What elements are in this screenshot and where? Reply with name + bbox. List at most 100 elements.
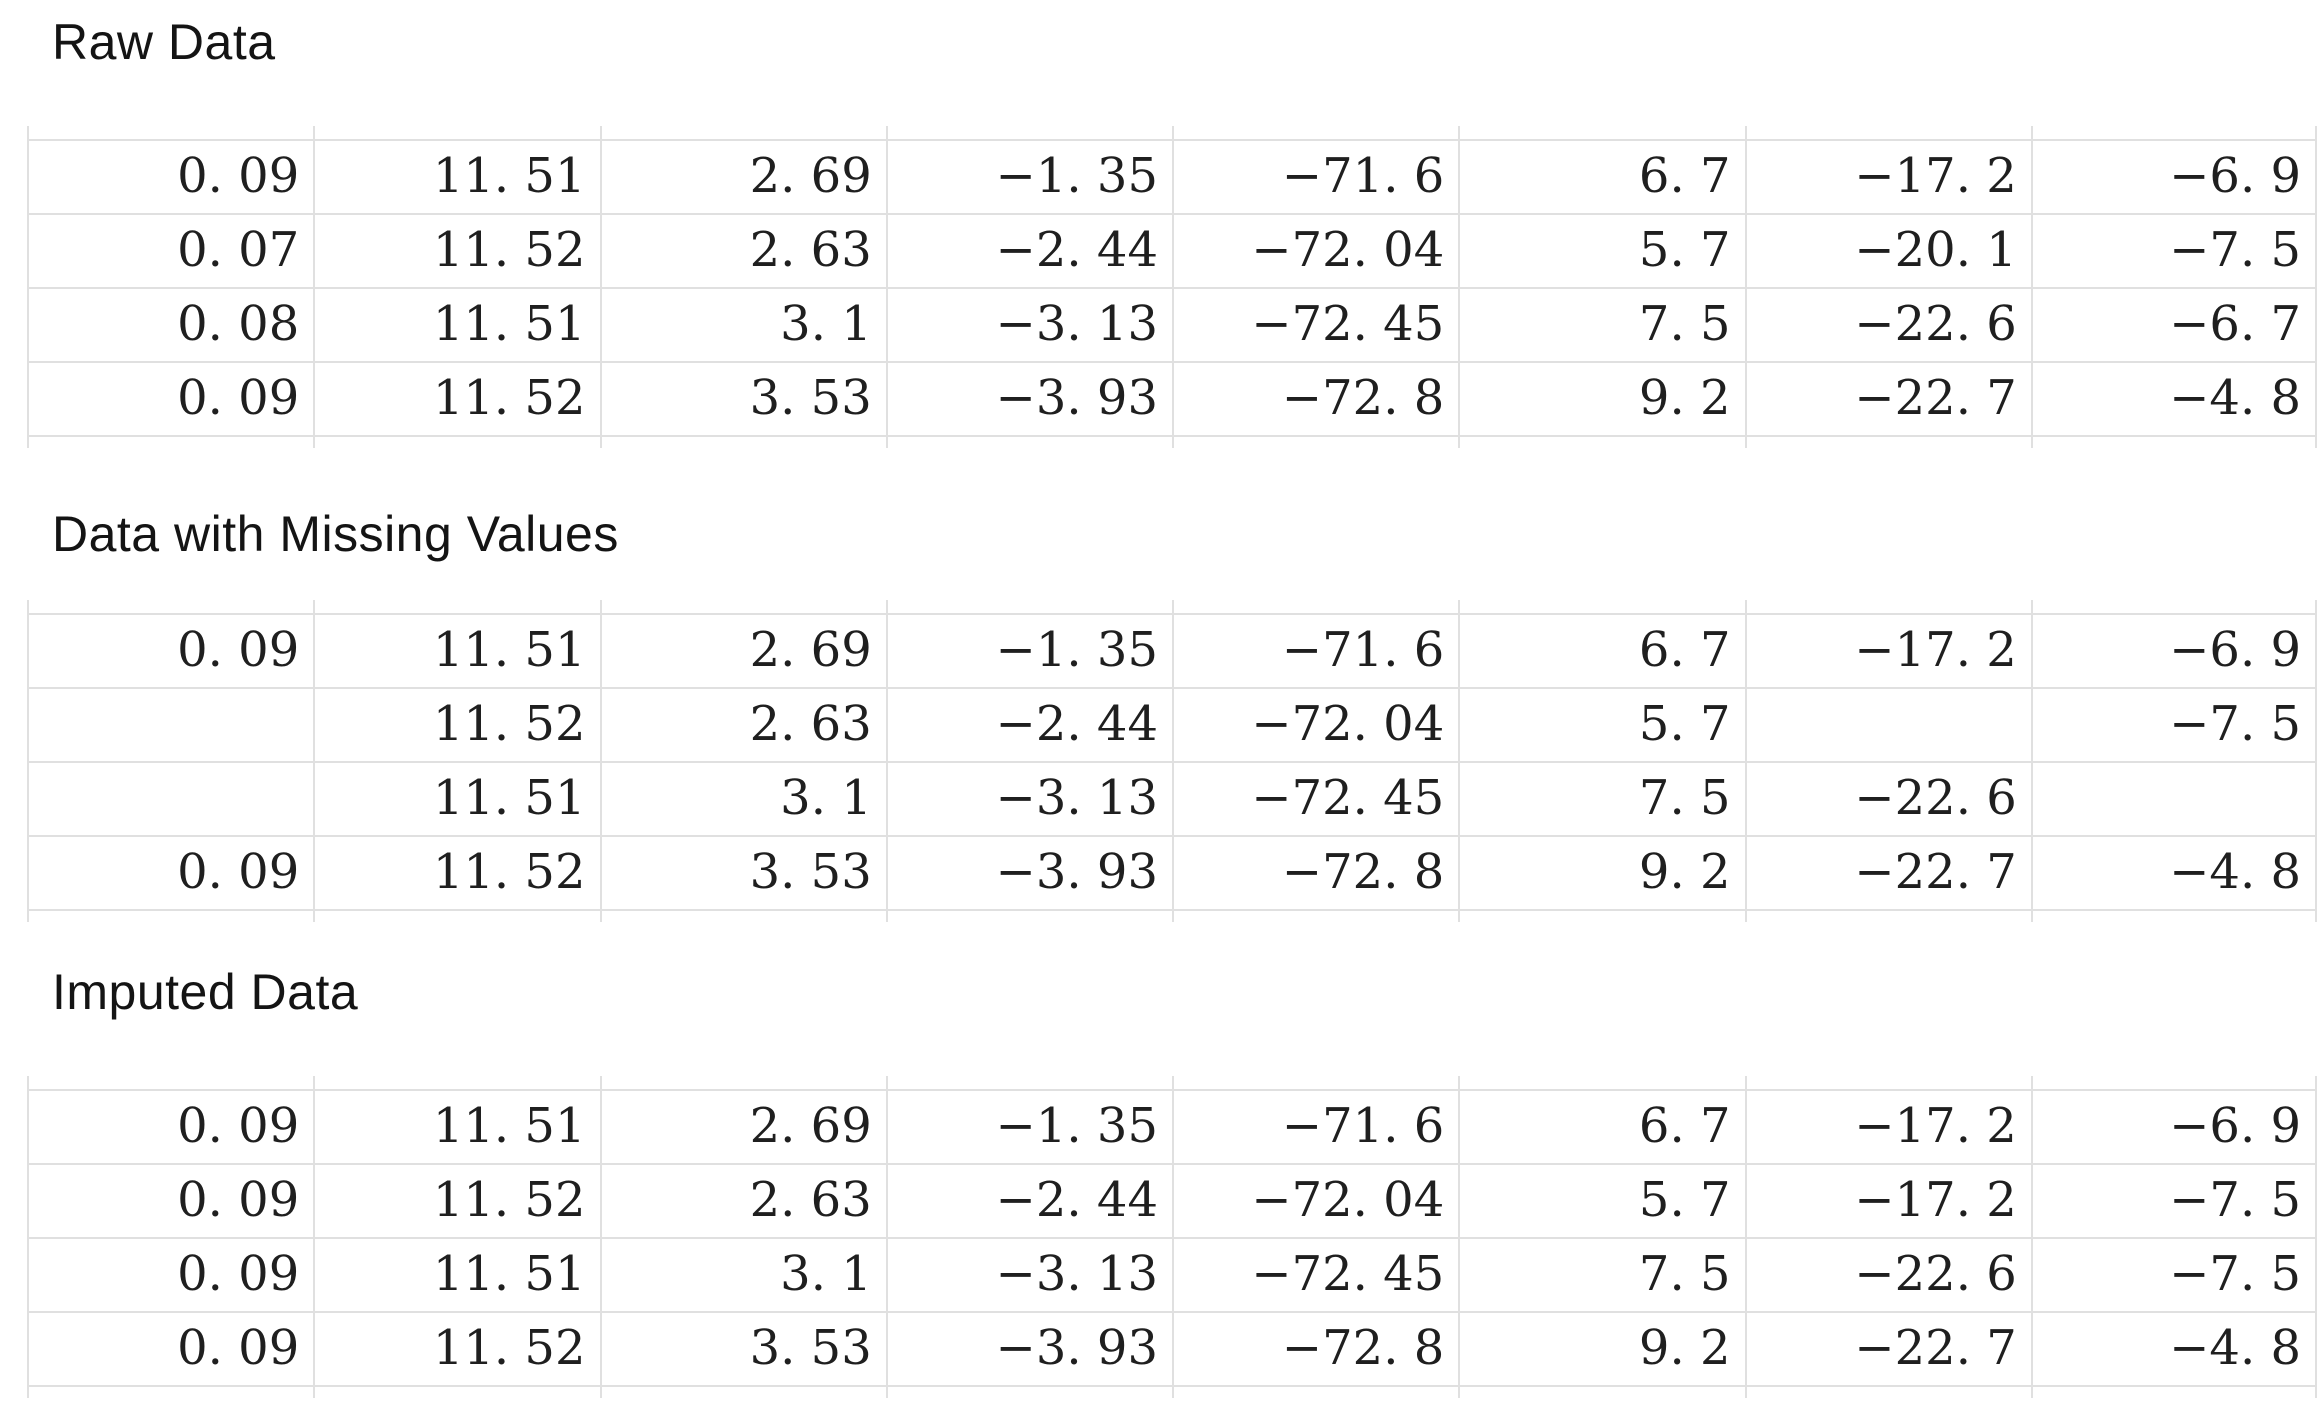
- table-cell: 11. 51: [313, 763, 599, 835]
- table-edge-cell: [313, 126, 599, 139]
- table-cell: 3. 53: [599, 1313, 886, 1385]
- table-cell: −1. 35: [885, 1091, 1172, 1163]
- table-edge-cell: [885, 1076, 1172, 1089]
- table-edge-cell: [885, 600, 1172, 613]
- table-cell: −72. 45: [1172, 763, 1458, 835]
- table-cell: 6. 7: [1458, 615, 1744, 687]
- table-cell: 2. 69: [599, 141, 886, 213]
- table-cell: −72. 04: [1172, 215, 1458, 287]
- table-cell: 0. 07: [27, 215, 313, 287]
- table-edge-cell: [1172, 126, 1458, 139]
- table-edge-cell: [1744, 600, 2031, 613]
- table-edge-cell: [313, 600, 599, 613]
- section-missing-values: Data with Missing Values 0. 09 11. 51 2. 6…: [0, 504, 2317, 922]
- table-cell: 3. 1: [599, 1239, 886, 1311]
- table-row: 0. 09 11. 52 2. 63 −2. 44 −72. 04 5. 7 −17. 2−…: [27, 1163, 2317, 1237]
- table-cell: −72. 45: [1172, 289, 1458, 361]
- table-row: 0. 09 11. 52 3. 53 −3. 93 −72. 8 9. 2 −22. 7 −4…: [27, 361, 2317, 435]
- table-row: 0. 09 11. 51 2. 69 −1. 35 −71. 6 6. 7 −17. 2 −6…: [27, 139, 2317, 213]
- table-cell: 11. 52: [313, 1313, 599, 1385]
- table-edge-cell: [1172, 600, 1458, 613]
- table-edge-cell: [2030, 437, 2317, 448]
- table-edge-cell: [1172, 1387, 1458, 1398]
- table-cell: −22. 6: [1744, 1239, 2031, 1311]
- table-cell: 3. 1: [599, 289, 886, 361]
- table-cell: 9. 2: [1458, 837, 1744, 909]
- table-cell: −2. 44: [885, 215, 1172, 287]
- table-row: 0. 09 11. 51 2. 69 −1. 35 −71. 6 6. 7 −17. 2 −6…: [27, 613, 2317, 687]
- table-cell: −6. 7: [2030, 289, 2317, 361]
- table-edge-cell: [885, 1387, 1172, 1398]
- table-cell: −22. 7: [1744, 1313, 2031, 1385]
- table-cell: 2. 69: [599, 1091, 886, 1163]
- section-imputed-data: Imputed Data 0. 09 11. 51 2. 69 −1. 35 −71. …: [0, 962, 2317, 1398]
- table-cell: −1. 35: [885, 141, 1172, 213]
- table-row: [27, 909, 2317, 922]
- table-edge-cell: [1744, 1387, 2031, 1398]
- table-edge-cell: [885, 437, 1172, 448]
- table-edge-cell: [1744, 126, 2031, 139]
- table-cell: −6. 9: [2030, 141, 2317, 213]
- table-edge-cell: [1172, 437, 1458, 448]
- table-edge-cell: [1172, 911, 1458, 922]
- table-cell: 5. 7: [1458, 1165, 1744, 1237]
- table-edge-cell: [599, 1387, 886, 1398]
- table-cell: 7. 5: [1458, 1239, 1744, 1311]
- table-cell: 0. 08: [27, 289, 313, 361]
- table-row: 0. 09 11. 52 3. 53 −3. 93 −72. 8 9. 2 −22. 7 −4…: [27, 1311, 2317, 1385]
- section-raw-data: Raw Data 0. 09 11. 51 2. 69 −1. 35 −71. 6 6. …: [0, 0, 2317, 448]
- table-cell: −72. 8: [1172, 363, 1458, 435]
- table-cell: −17. 2: [1744, 1165, 2031, 1237]
- table-row: [27, 435, 2317, 448]
- table-cell: −7. 5: [2030, 1239, 2317, 1311]
- table-cell: −72. 8: [1172, 837, 1458, 909]
- table-cell: −2. 44: [885, 1165, 1172, 1237]
- section-title-raw-data: Raw Data: [52, 14, 276, 70]
- table-edge-cell: [313, 911, 599, 922]
- table-row: 0. 07 11. 52 2. 63 −2. 44 −72. 04 5. 7 −20. 1−…: [27, 213, 2317, 287]
- table-cell: 2. 63: [599, 1165, 886, 1237]
- table-edge-cell: [1744, 437, 2031, 448]
- table-cell: −2. 44: [885, 689, 1172, 761]
- table-cell: −3. 93: [885, 837, 1172, 909]
- table-cell: −17. 2: [1744, 615, 2031, 687]
- table-edge-cell: [2030, 126, 2317, 139]
- table-edge-cell: [599, 1076, 886, 1089]
- table-edge-cell: [1458, 437, 1744, 448]
- table-edge-cell: [27, 1387, 313, 1398]
- imputed-data-table: 0. 09 11. 51 2. 69 −1. 35 −71. 6 6. 7 −17. 2 −6…: [27, 1076, 2317, 1398]
- table-edge-cell: [1458, 600, 1744, 613]
- table-edge-cell: [599, 437, 886, 448]
- table-cell: −1. 35: [885, 615, 1172, 687]
- table-edge-cell: [1744, 1076, 2031, 1089]
- table-cell: −72. 45: [1172, 1239, 1458, 1311]
- table-edge-cell: [313, 437, 599, 448]
- table-cell: 5. 7: [1458, 215, 1744, 287]
- table-edge-cell: [27, 437, 313, 448]
- table-cell: −22. 6: [1744, 763, 2031, 835]
- table-cell: −22. 7: [1744, 837, 2031, 909]
- table-edge-cell: [2030, 1387, 2317, 1398]
- table-cell: −3. 93: [885, 363, 1172, 435]
- table-cell: [1744, 689, 2031, 761]
- table-cell: −72. 04: [1172, 689, 1458, 761]
- table-row: 11. 52 2. 63 −2. 44 −72. 04 5. 7 −7. 5: [27, 687, 2317, 761]
- table-cell: 11. 51: [313, 1239, 599, 1311]
- table-row: [27, 1385, 2317, 1398]
- table-cell: 7. 5: [1458, 763, 1744, 835]
- table-cell: −17. 2: [1744, 1091, 2031, 1163]
- table-edge-cell: [599, 911, 886, 922]
- table-cell: 0. 09: [27, 1313, 313, 1385]
- table-cell: 11. 52: [313, 215, 599, 287]
- section-title-missing-values: Data with Missing Values: [52, 506, 619, 562]
- table-cell: [27, 689, 313, 761]
- table-cell: −71. 6: [1172, 141, 1458, 213]
- table-edge-cell: [1172, 1076, 1458, 1089]
- table-cell: −3. 13: [885, 763, 1172, 835]
- table-row: 0. 09 11. 52 3. 53 −3. 93 −72. 8 9. 2 −22. 7 −4…: [27, 835, 2317, 909]
- table-cell: −6. 9: [2030, 615, 2317, 687]
- table-cell: 5. 7: [1458, 689, 1744, 761]
- table-cell: −4. 8: [2030, 363, 2317, 435]
- table-cell: 0. 09: [27, 363, 313, 435]
- missing-values-table: 0. 09 11. 51 2. 69 −1. 35 −71. 6 6. 7 −17. 2 −6…: [27, 600, 2317, 922]
